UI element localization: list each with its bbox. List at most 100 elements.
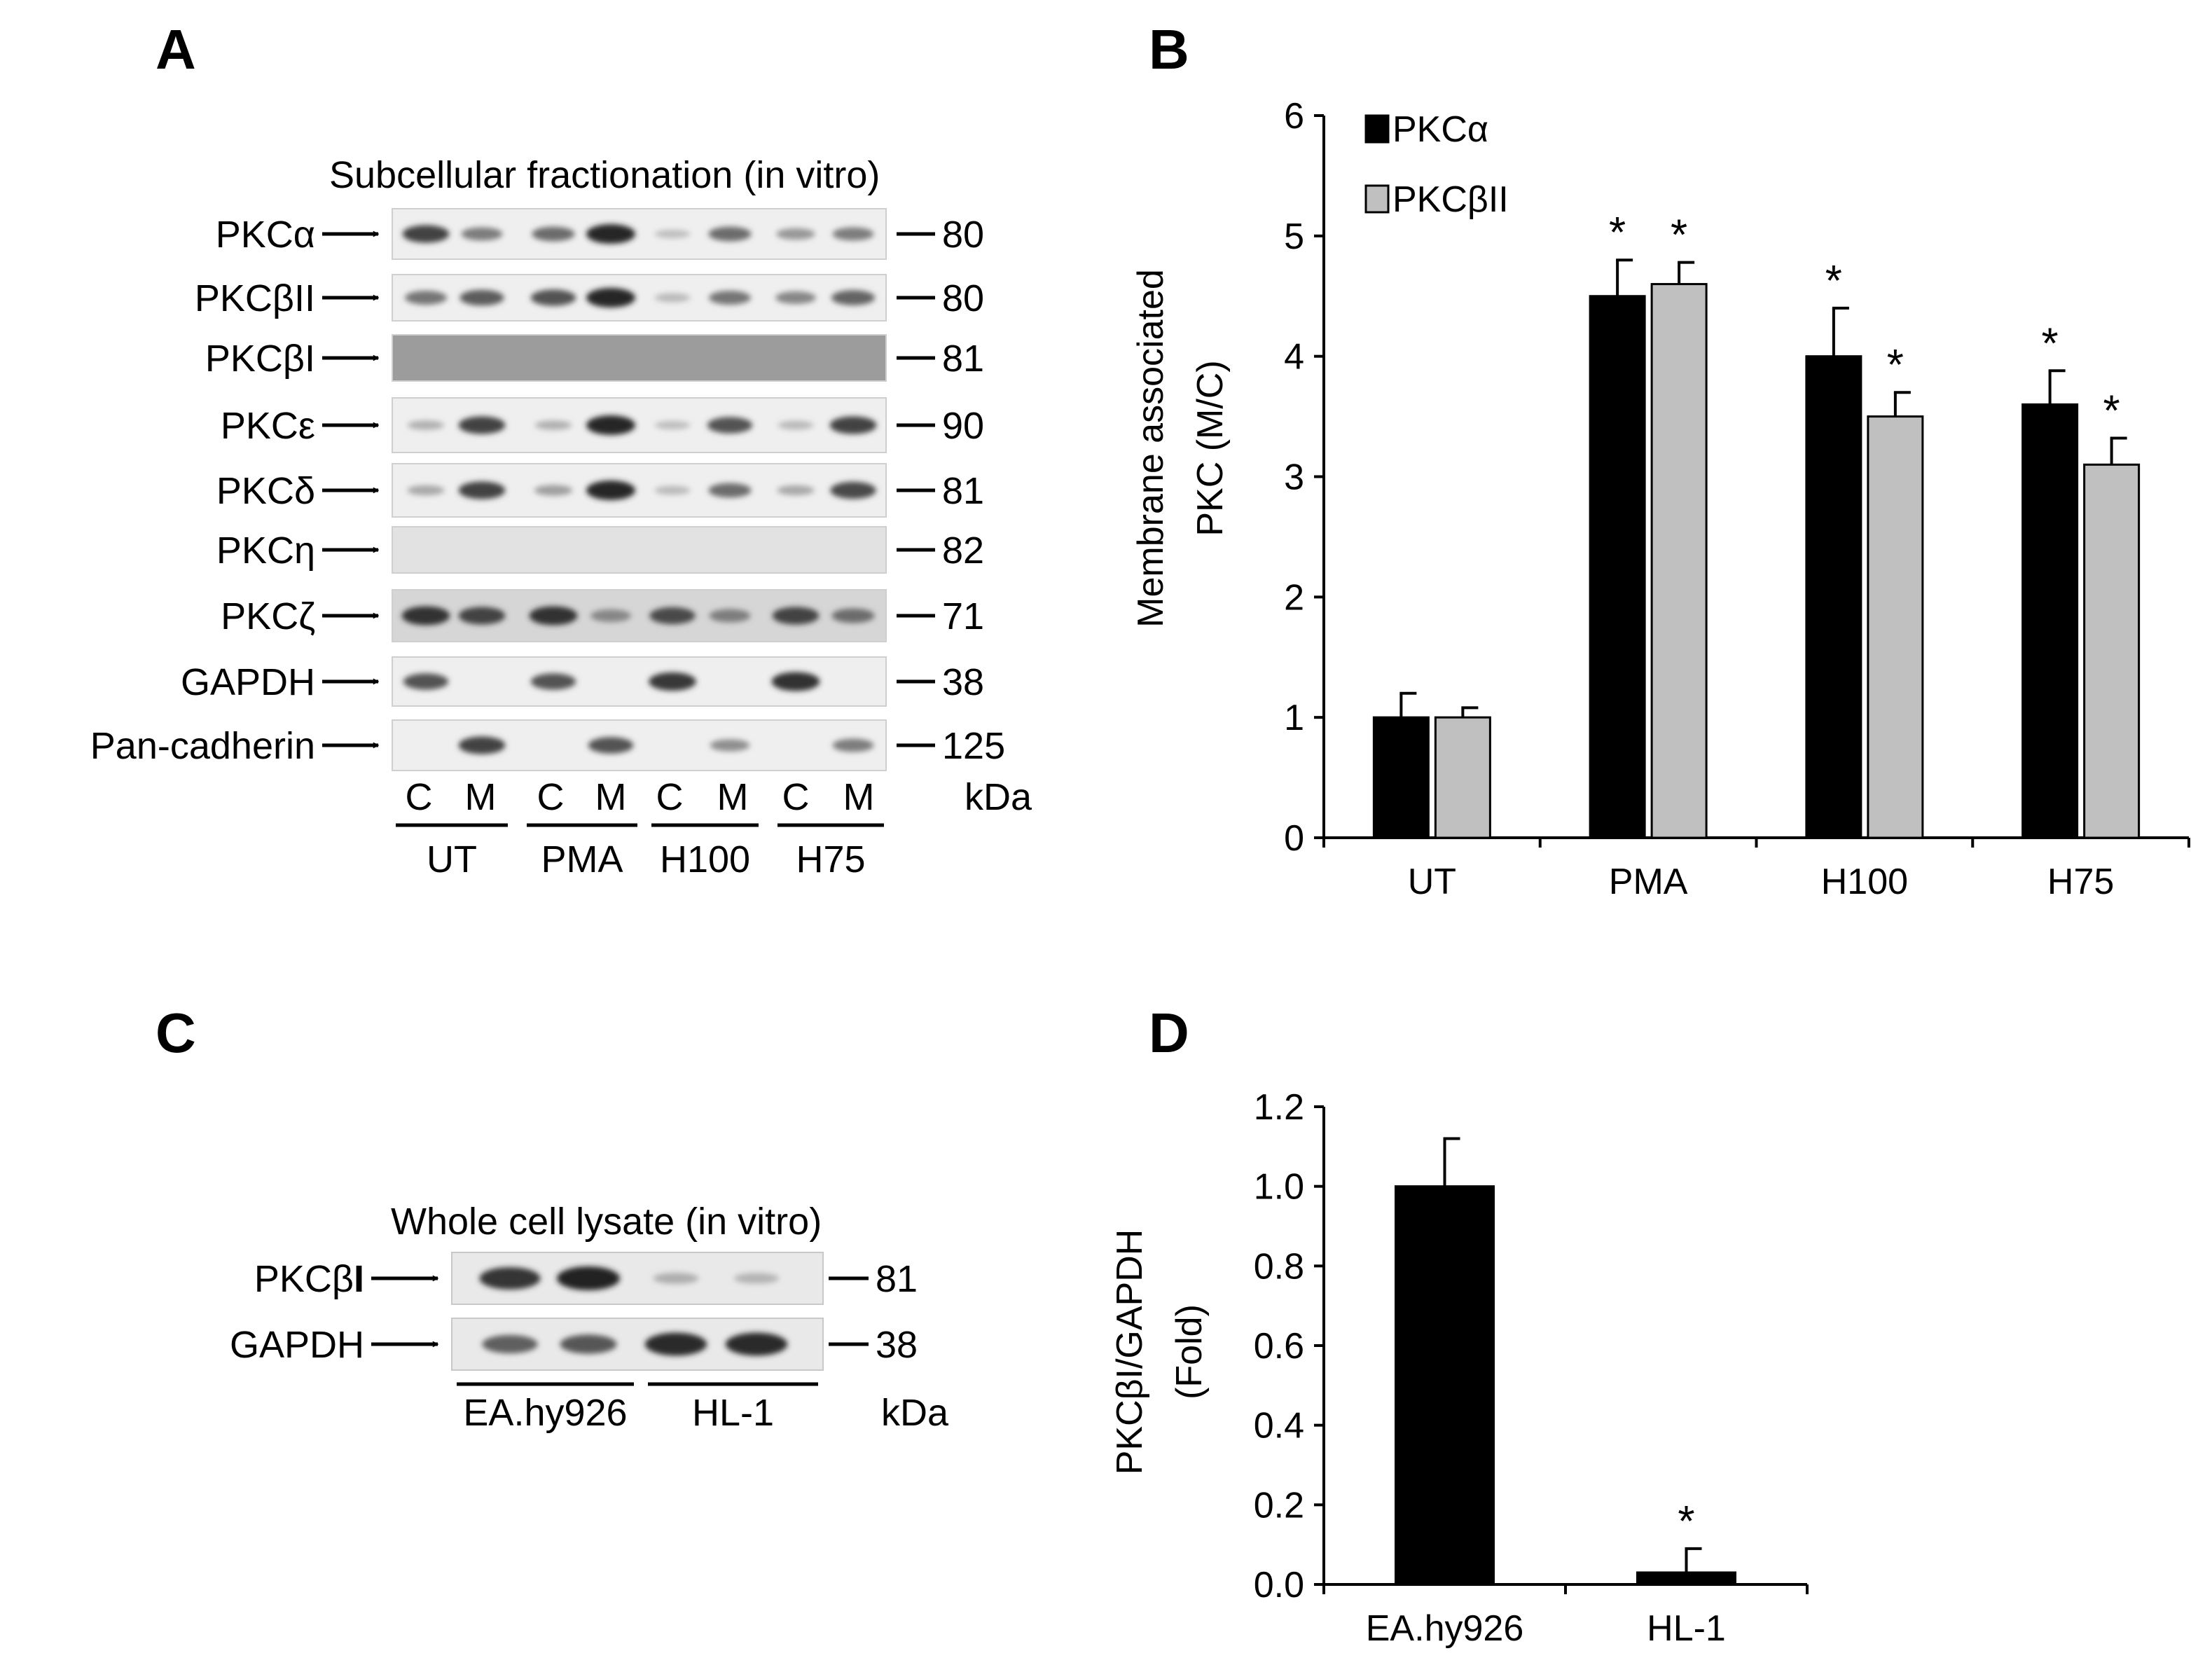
bar [1867,415,1924,839]
blot-band [649,607,696,625]
blot-band [710,739,750,752]
group-label: H75 [796,838,865,880]
blot-band [644,1332,707,1356]
blot-band [404,291,448,305]
x-tick-label: UT [1408,862,1456,902]
y-tick-label: 0.4 [1254,1406,1304,1446]
x-tick-label: H100 [1821,862,1908,902]
blot-band [725,1332,788,1356]
bar [1372,716,1430,839]
blot-band [588,737,634,754]
y-tick-label: 2 [1284,577,1304,618]
x-tick-label: PMA [1609,862,1688,902]
blot-band [530,289,576,306]
significance-label: * [2042,319,2059,368]
blot-row: PKCη 82 [216,526,984,574]
blot-band [479,1267,541,1290]
lane-label: C [537,776,565,818]
blot-band [586,415,635,435]
significance-label: * [1825,257,1842,305]
mw-label: 81 [942,470,984,512]
blot-label: Pan-cadherin [90,725,315,767]
group-label: H100 [660,838,750,880]
blot-label: PKCδ [216,470,315,512]
lane-label: C [782,776,810,818]
blot-band [829,416,877,434]
blot-label: PKCε [221,405,315,447]
significance-label: * [1609,209,1626,257]
blot-band [831,290,876,305]
y-tick-label: 1 [1284,698,1304,738]
significance-label: * [1678,1498,1694,1546]
panel-letter-a: A [155,18,196,81]
blot-band [459,289,504,306]
blot-band [654,293,691,303]
blot-row: PKCα 80 [216,208,984,260]
mw-label: 82 [942,530,984,572]
bar [1805,355,1862,839]
blot-band [777,420,814,430]
bar [2021,403,2079,839]
blot-band [458,607,506,625]
legend-swatch [1364,184,1390,214]
bar [1650,283,1708,839]
panel-letter-b: B [1149,18,1189,81]
mw-label: 125 [942,725,1005,767]
group-label: UT [427,838,477,880]
blot-row: PKCβI 81 [205,334,984,382]
panel-a-blots: Subcellular fractionation (in vitro) PKC… [90,154,1032,880]
panel-letter-d: D [1149,1002,1189,1064]
mw-label: 71 [942,595,984,637]
blot-band [534,420,572,430]
blot-band [461,227,503,241]
significance-label: * [2103,387,2120,436]
x-tick-label: H75 [2047,862,2114,902]
panel-c-kda-label: kDa [881,1392,949,1434]
lane-label: M [717,776,749,818]
mw-label: 81 [942,338,984,380]
blot-band [775,291,816,305]
bar [2083,463,2141,839]
lane-label: C [656,776,684,818]
blot-label: PKCβI [205,338,315,380]
blot-strip [392,526,887,574]
blot-band [831,608,875,623]
blot-band [772,607,820,625]
blot-row: PKCδ 81 [216,463,984,518]
blot-band [529,606,578,626]
blot-row: PKCε 90 [221,397,984,453]
x-tick-label: EA.hy926 [1366,1608,1524,1649]
y-tick-label: 0.2 [1254,1485,1304,1526]
blot-band [586,288,635,308]
blot-band [458,481,506,499]
bar [1589,295,1646,839]
y-tick-label: 1.0 [1254,1167,1304,1208]
blot-band [708,291,752,305]
panel-a-title: Subcellular fractionation (in vitro) [329,154,880,196]
blot-band [654,485,691,495]
legend-label: PKCβII [1392,179,1509,220]
legend-label: PKCα [1392,109,1488,150]
blot-row: PKCβI 81 [254,1252,918,1305]
blot-label: GAPDH [181,661,315,703]
group-label: PMA [541,838,623,880]
y-tick-label: 0.8 [1254,1246,1304,1287]
blot-band [458,736,506,754]
panel-a-kda-label: kDa [965,776,1032,818]
panel-letter-c: C [155,1002,196,1064]
group-label: EA.hy926 [463,1392,627,1434]
y-tick-label: 0.0 [1254,1565,1304,1605]
blot-band [832,738,874,752]
chart-b-ylabel-line2: PKC (M/C) [1190,360,1231,536]
blot-band [649,672,696,691]
blot-band [776,228,815,240]
blot-band [534,485,573,496]
mw-label: 90 [942,405,984,447]
blot-label: PKCα [216,214,315,256]
blot-band [530,673,576,690]
blot-band [586,224,635,244]
blot-band [771,672,820,691]
bar [1395,1185,1495,1586]
mw-label: 81 [876,1258,918,1300]
